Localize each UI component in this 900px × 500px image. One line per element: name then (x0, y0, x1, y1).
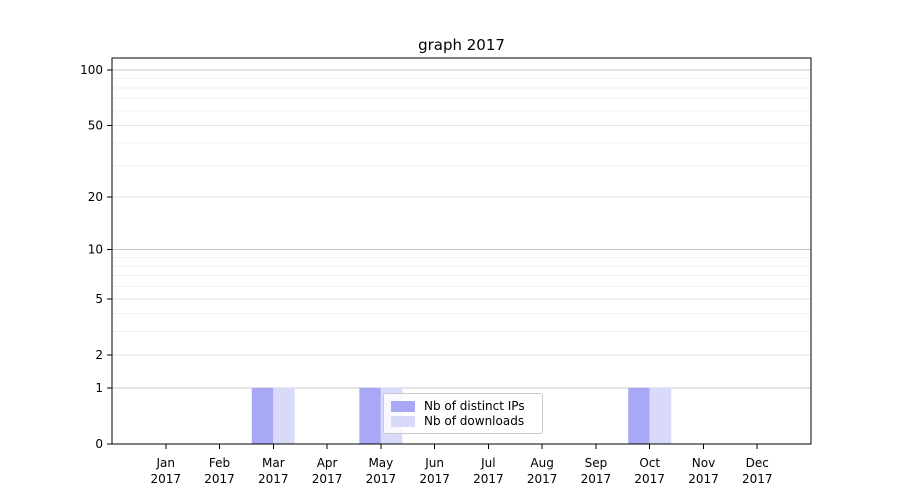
y-tick-label: 50 (88, 118, 103, 132)
x-month-label: Jul (480, 456, 495, 470)
legend-item-downloads: Nb of downloads (391, 415, 536, 427)
x-month-label: May (368, 456, 393, 470)
legend-swatch-downloads (391, 415, 415, 427)
bar-nb-of-distinct-ips (251, 387, 274, 444)
x-year-label: 2017 (150, 472, 181, 486)
x-month-label: Mar (262, 456, 285, 470)
bar-nb-of-downloads (649, 387, 672, 444)
x-year-label: 2017 (366, 472, 397, 486)
x-year-label: 2017 (688, 472, 719, 486)
bar-nb-of-downloads (273, 387, 295, 444)
legend-label-distinct-ips: Nb of distinct IPs (424, 399, 525, 413)
x-month-label: Nov (692, 456, 715, 470)
x-month-label: Feb (209, 456, 230, 470)
bar-nb-of-distinct-ips (628, 387, 650, 444)
y-tick-label: 1 (95, 381, 103, 395)
x-year-label: 2017 (473, 472, 504, 486)
chart-title: graph 2017 (418, 36, 505, 54)
y-tick-label: 100 (80, 63, 103, 77)
x-year-label: 2017 (419, 472, 450, 486)
legend-swatch-distinct-ips (391, 400, 415, 412)
y-tick-label: 2 (95, 348, 103, 362)
x-month-label: Jan (156, 456, 176, 470)
x-month-label: Sep (585, 456, 608, 470)
x-month-label: Oct (639, 456, 660, 470)
bar-nb-of-distinct-ips (359, 387, 381, 444)
x-month-label: Aug (530, 456, 553, 470)
y-tick-label: 5 (95, 292, 103, 306)
y-tick-label: 10 (88, 243, 103, 257)
y-tick-label: 0 (95, 437, 103, 451)
plot-border (111, 57, 812, 445)
x-month-label: Jun (424, 456, 444, 470)
legend: Nb of distinct IPs Nb of downloads (383, 393, 543, 434)
x-year-label: 2017 (742, 472, 773, 486)
x-year-label: 2017 (204, 472, 235, 486)
x-year-label: 2017 (258, 472, 289, 486)
x-year-label: 2017 (312, 472, 343, 486)
x-year-label: 2017 (634, 472, 665, 486)
x-year-label: 2017 (527, 472, 558, 486)
x-month-label: Dec (746, 456, 769, 470)
x-month-label: Apr (317, 456, 338, 470)
x-year-label: 2017 (581, 472, 612, 486)
y-tick-label: 20 (88, 190, 103, 204)
legend-item-distinct-ips: Nb of distinct IPs (391, 400, 536, 412)
legend-label-downloads: Nb of downloads (424, 414, 525, 428)
